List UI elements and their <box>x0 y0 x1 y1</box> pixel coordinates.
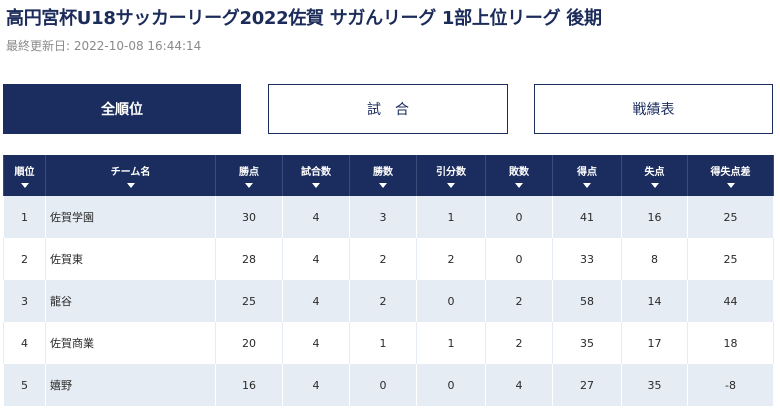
cell-team: 佐賀東 <box>45 238 216 280</box>
cell-goals-against: 8 <box>621 238 688 280</box>
cell-drawn: 0 <box>416 364 486 406</box>
cell-team: 嬉野 <box>45 364 216 406</box>
sort-arrow-icon <box>515 183 523 188</box>
col-header-goals-against[interactable]: 失点 <box>621 155 688 196</box>
table-row: 3 龍谷 25 4 2 0 2 58 14 44 <box>3 280 774 322</box>
col-header-goals-for[interactable]: 得点 <box>552 155 622 196</box>
cell-won: 1 <box>349 322 417 364</box>
col-header-label: 失点 <box>644 167 665 178</box>
cell-goals-for: 33 <box>552 238 622 280</box>
cell-drawn: 1 <box>416 322 486 364</box>
cell-rank: 3 <box>3 280 46 322</box>
cell-goals-against: 17 <box>621 322 688 364</box>
tab-matches[interactable]: 試 合 <box>268 84 508 134</box>
cell-goals-against: 35 <box>621 364 688 406</box>
cell-drawn: 1 <box>416 196 486 238</box>
col-header-label: 順位 <box>14 167 35 178</box>
table-row: 2 佐賀東 28 4 2 2 0 33 8 25 <box>3 238 774 280</box>
sort-arrow-icon <box>379 183 387 188</box>
cell-points: 28 <box>215 238 283 280</box>
table-row: 4 佐賀商業 20 4 1 1 2 35 17 18 <box>3 322 774 364</box>
cell-points: 25 <box>215 280 283 322</box>
cell-drawn: 0 <box>416 280 486 322</box>
cell-team: 佐賀商業 <box>45 322 216 364</box>
col-header-rank[interactable]: 順位 <box>3 155 46 196</box>
cell-goal-difference: 25 <box>687 196 774 238</box>
cell-goals-for: 27 <box>552 364 622 406</box>
last-updated: 最終更新日: 2022-10-08 16:44:14 <box>6 39 202 53</box>
table-header-row: 順位 チーム名 勝点 試合数 勝数 引分数 敗数 得点 失点 得失点差 <box>3 155 774 196</box>
cell-goals-against: 16 <box>621 196 688 238</box>
cell-points: 16 <box>215 364 283 406</box>
col-header-points[interactable]: 勝点 <box>215 155 283 196</box>
col-header-won[interactable]: 勝数 <box>349 155 417 196</box>
cell-rank: 2 <box>3 238 46 280</box>
cell-goal-difference: -8 <box>687 364 774 406</box>
cell-played: 4 <box>282 280 350 322</box>
cell-goals-for: 41 <box>552 196 622 238</box>
cell-goals-for: 35 <box>552 322 622 364</box>
sort-arrow-icon <box>447 183 455 188</box>
tab-all-rankings[interactable]: 全順位 <box>3 84 241 134</box>
sort-arrow-icon <box>20 183 29 188</box>
cell-played: 4 <box>282 238 350 280</box>
col-header-team[interactable]: チーム名 <box>45 155 216 196</box>
tab-bar: 全順位 試 合 戦績表 <box>3 84 773 134</box>
col-header-label: 得失点差 <box>710 167 751 178</box>
col-header-label: 引分数 <box>436 167 466 178</box>
cell-won: 0 <box>349 364 417 406</box>
cell-goals-for: 58 <box>552 280 622 322</box>
col-header-played[interactable]: 試合数 <box>282 155 350 196</box>
cell-played: 4 <box>282 196 350 238</box>
cell-team: 佐賀学園 <box>45 196 216 238</box>
sort-arrow-icon <box>245 183 253 188</box>
cell-goal-difference: 44 <box>687 280 774 322</box>
cell-won: 3 <box>349 196 417 238</box>
cell-drawn: 2 <box>416 238 486 280</box>
col-header-label: 勝点 <box>239 167 259 178</box>
cell-lost: 2 <box>485 280 553 322</box>
cell-rank: 4 <box>3 322 46 364</box>
table-row: 5 嬉野 16 4 0 0 4 27 35 -8 <box>3 364 774 406</box>
sort-arrow-icon <box>726 183 735 188</box>
cell-rank: 1 <box>3 196 46 238</box>
col-header-label: 敗数 <box>509 167 529 178</box>
cell-points: 30 <box>215 196 283 238</box>
col-header-label: チーム名 <box>110 167 151 178</box>
sort-arrow-icon <box>312 183 320 188</box>
cell-played: 4 <box>282 364 350 406</box>
col-header-label: 試合数 <box>301 167 331 178</box>
cell-goal-difference: 18 <box>687 322 774 364</box>
col-header-label: 得点 <box>577 167 597 178</box>
col-header-drawn[interactable]: 引分数 <box>416 155 486 196</box>
cell-goal-difference: 25 <box>687 238 774 280</box>
tab-results-table[interactable]: 戦績表 <box>534 84 773 134</box>
col-header-label: 勝数 <box>373 167 393 178</box>
table-row: 1 佐賀学園 30 4 3 1 0 41 16 25 <box>3 196 774 238</box>
sort-arrow-icon <box>126 183 135 188</box>
col-header-lost[interactable]: 敗数 <box>485 155 553 196</box>
cell-team: 龍谷 <box>45 280 216 322</box>
cell-goals-against: 14 <box>621 280 688 322</box>
cell-rank: 5 <box>3 364 46 406</box>
cell-won: 2 <box>349 238 417 280</box>
cell-lost: 0 <box>485 196 553 238</box>
col-header-goal-difference[interactable]: 得失点差 <box>687 155 774 196</box>
sort-arrow-icon <box>650 183 659 188</box>
standings-table: 順位 チーム名 勝点 試合数 勝数 引分数 敗数 得点 失点 得失点差 1 佐賀… <box>3 155 774 406</box>
cell-lost: 4 <box>485 364 553 406</box>
cell-lost: 2 <box>485 322 553 364</box>
cell-lost: 0 <box>485 238 553 280</box>
page-title: 高円宮杯U18サッカーリーグ2022佐賀 サガんリーグ 1部上位リーグ 後期 <box>6 8 602 29</box>
sort-arrow-icon <box>583 183 591 188</box>
cell-won: 2 <box>349 280 417 322</box>
cell-played: 4 <box>282 322 350 364</box>
cell-points: 20 <box>215 322 283 364</box>
